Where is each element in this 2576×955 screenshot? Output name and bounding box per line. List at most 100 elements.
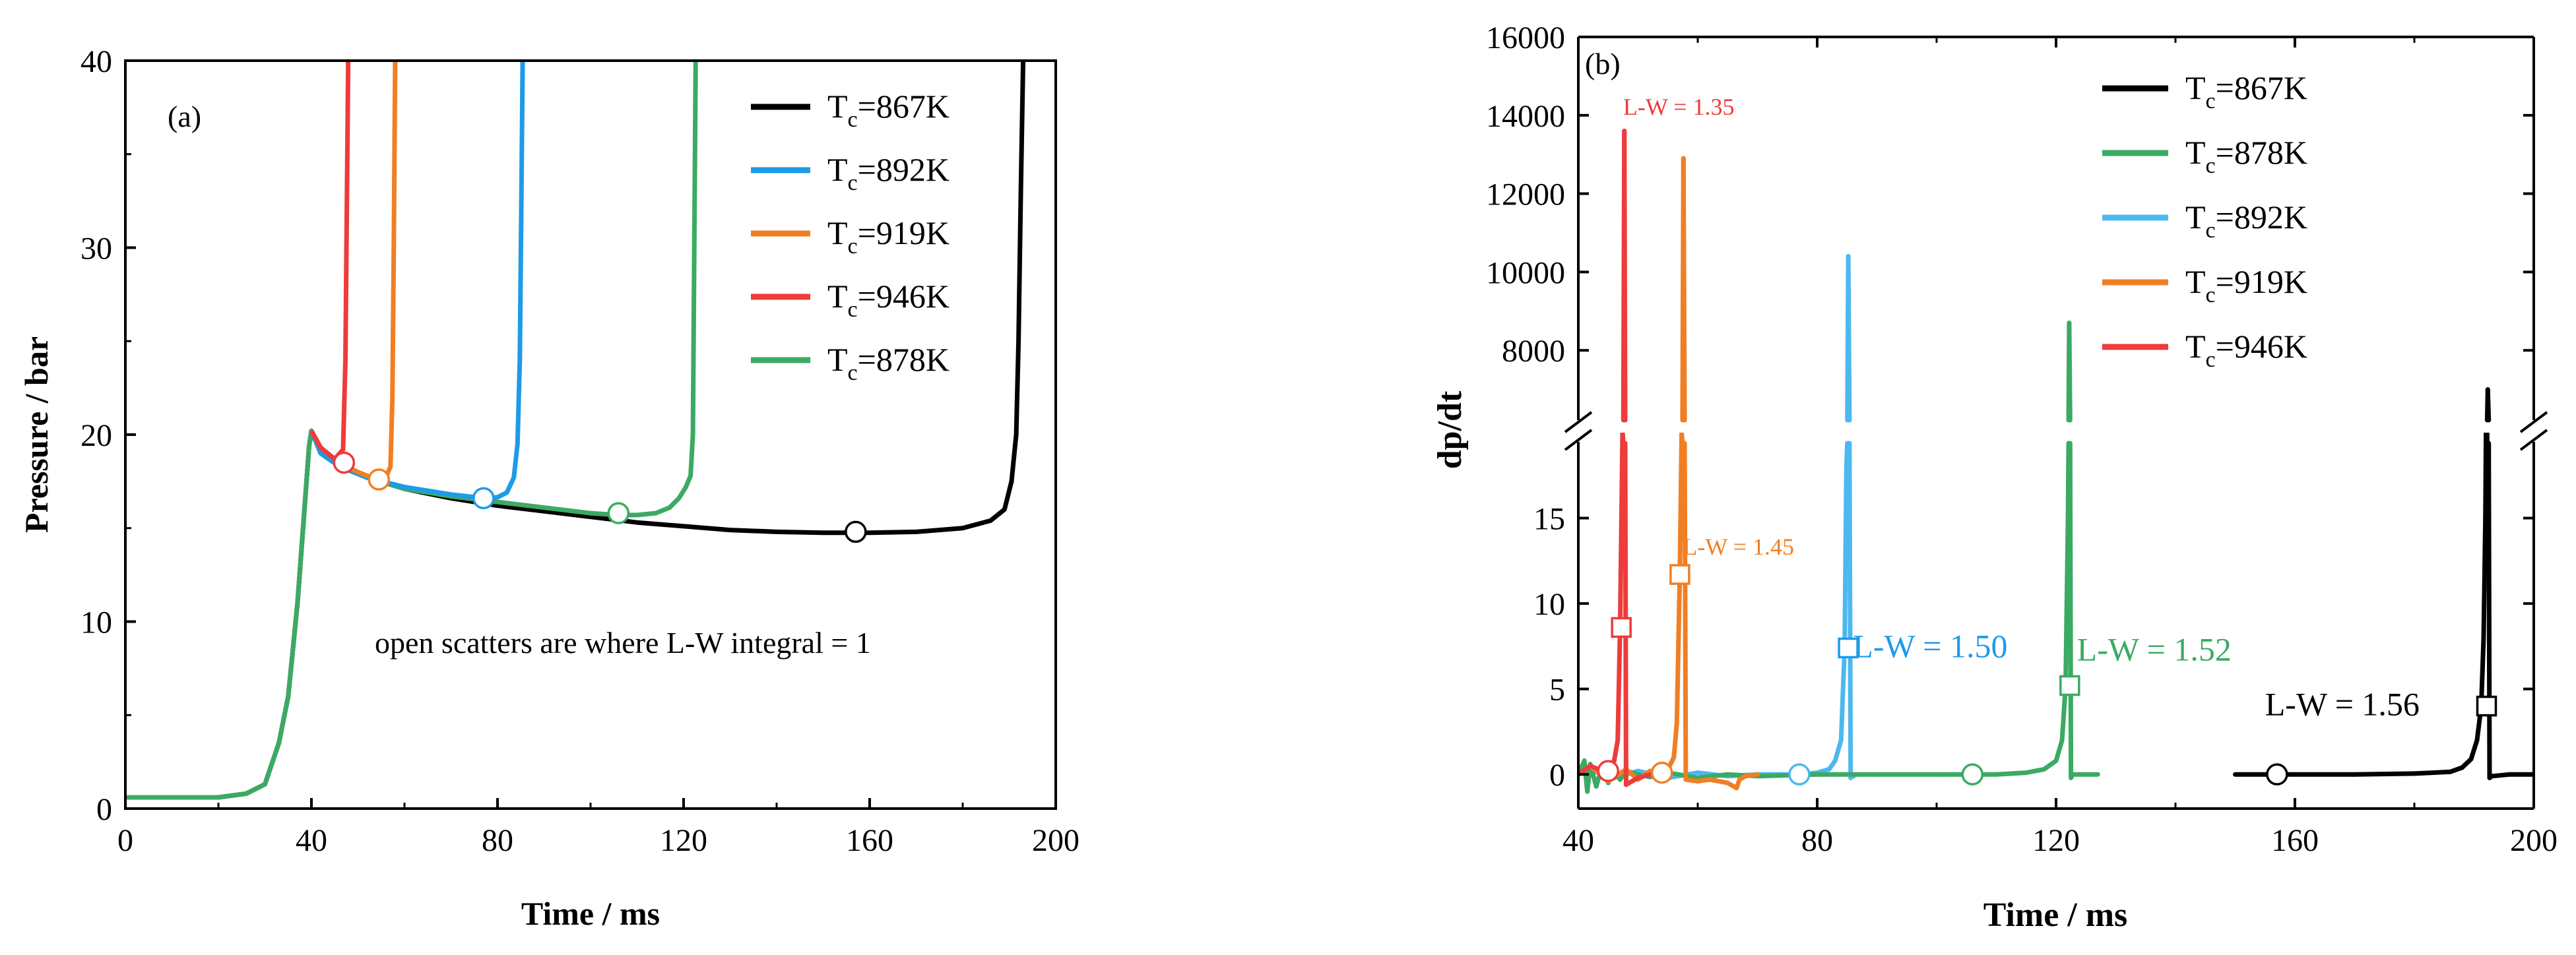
series-segment (1674, 572, 1683, 725)
series-line-tc-946k (1578, 129, 1653, 787)
lw-marker-1 (368, 468, 390, 491)
x-tick-label: 40 (296, 823, 327, 858)
series-line-tc-919k (1578, 156, 1760, 791)
y-tick-label: 40 (80, 44, 112, 79)
y-tick-label-upper: 12000 (1486, 177, 1565, 212)
series-segment (2024, 766, 2047, 776)
series-segment (1578, 763, 1593, 777)
legend-entry: Tc=919K (2185, 263, 2307, 307)
series-segment (1615, 625, 1623, 743)
legend-entry: Tc=892K (827, 151, 950, 195)
series-line-tc-919k (309, 61, 398, 482)
y-tick-label: 15 (1533, 502, 1565, 537)
series-segment (2042, 758, 2059, 772)
lw-marker-2 (472, 487, 495, 510)
series-segment (2490, 772, 2513, 779)
series-line-tc-946k (309, 61, 351, 462)
series-segment (2481, 516, 2488, 640)
y-tick-label: 30 (80, 231, 112, 266)
panel-b-label: (b) (1585, 47, 1621, 80)
y-tick-label: 10 (80, 605, 112, 640)
axis-break-right (2519, 411, 2548, 451)
y-tick-label-upper: 8000 (1502, 334, 1565, 369)
panel-b-xlabel: Time / ms (1983, 896, 2128, 934)
x-tick-label: 120 (2032, 823, 2080, 858)
legend-entry: Tc=892K (2185, 199, 2307, 243)
series-segment (2468, 737, 2480, 762)
series-segment (1846, 254, 1852, 423)
x-tick-label: 40 (1562, 823, 1594, 858)
lw-label: L-W = 1.52 (2077, 631, 2232, 668)
series-segment (1681, 156, 1687, 423)
x-tick-label: 200 (1032, 823, 1079, 858)
lw-marker-3 (607, 502, 630, 524)
series-segment (1636, 772, 1653, 780)
lw-circle-marker-2 (1788, 763, 1811, 786)
legend-entry: Tc=867K (2185, 69, 2307, 113)
lw-label: L-W = 1.56 (2265, 686, 2420, 723)
lw-circle-marker-1 (1650, 761, 1673, 784)
lw-square-marker-4 (2476, 695, 2497, 717)
x-tick-label: 80 (482, 823, 513, 858)
y-tick-label-upper: 14000 (1486, 99, 1565, 134)
y-tick-label: 0 (96, 792, 112, 827)
panel-b-markers (1597, 564, 2497, 786)
panel-a-markers (333, 451, 867, 543)
series-segment (1677, 433, 1685, 577)
series-segment (1842, 464, 1849, 650)
lw-circle-marker-0 (1597, 760, 1619, 782)
series-segment (2053, 737, 2065, 763)
panel-a-label: (a) (168, 100, 201, 133)
lw-circle-marker-4 (2266, 763, 2288, 786)
y-tick-label-upper: 16000 (1486, 20, 1565, 55)
legend-entry: Tc=878K (2185, 134, 2307, 178)
x-tick-label: 80 (1801, 823, 1833, 858)
series-segment (1847, 441, 1853, 780)
series-segment (2412, 769, 2453, 776)
series-segment (1623, 441, 1628, 787)
panel-b-ylabel: dp/dt (1431, 390, 1469, 469)
series-segment (1994, 770, 2029, 777)
series-segment (2063, 516, 2071, 688)
y-tick-label: 10 (1533, 587, 1565, 622)
lw-marker-4 (845, 520, 867, 543)
legend-entry: Tc=919K (827, 214, 950, 259)
x-tick-label: 160 (846, 823, 893, 858)
panel-a-legend: Tc=867K Tc=892K Tc=919K Tc=946K Tc=878K (751, 88, 950, 385)
series-segment (2067, 321, 2073, 423)
lw-label: L-W = 1.50 (1853, 627, 2007, 664)
panel-b-legend: Tc=867K Tc=878K Tc=892K Tc=919K Tc=946K (2102, 69, 2307, 372)
y-tick-label: 5 (1549, 673, 1565, 708)
x-tick-label: 120 (660, 823, 707, 858)
panel-a-xlabel: Time / ms (521, 895, 660, 932)
lw-circle-marker-3 (1961, 763, 1984, 786)
series-segment (1611, 737, 1621, 763)
lw-square-marker-2 (1838, 637, 1859, 659)
x-tick-label: 160 (2271, 823, 2319, 858)
panel-b: 40 80 120 160 200 0 5 10 15 8000 10000 12000 14000 16… (1431, 20, 2558, 934)
series-segment (1617, 433, 1625, 630)
series-segment (1707, 777, 1730, 786)
panel-a-annotation: open scatters are where L-W integral = 1 (375, 626, 871, 660)
lw-label: L-W = 1.35 (1623, 94, 1735, 120)
legend-entry: Tc=878K (827, 341, 950, 385)
panel-a-ylabel: Pressure / bar (18, 336, 55, 533)
legend-entry: Tc=946K (2185, 328, 2307, 372)
y-tick-label: 20 (80, 418, 112, 453)
series-segment (2486, 441, 2492, 780)
series-segment (1695, 772, 1730, 780)
panel-b-lw-labels: L-W = 1.35 L-W = 1.45 L-W = 1.50 L-W = 1.52… (1623, 94, 2420, 723)
series-line-tc-878k (1578, 321, 2100, 794)
panel-a-ticks: 0 40 80 120 160 200 0 10 20 30 40 (80, 44, 1079, 858)
panel-b-ticks: 40 80 120 160 200 0 5 10 15 8000 10000 12000 14000 16… (1486, 20, 2558, 858)
lw-square-marker-0 (1611, 617, 1632, 638)
series-segment (1838, 646, 1848, 743)
series-segment (1832, 737, 1844, 763)
lw-label: L-W = 1.45 (1683, 534, 1794, 560)
series-segment (1682, 441, 1689, 782)
series-line-tc-878k (125, 61, 698, 800)
legend-entry: Tc=867K (827, 88, 950, 132)
x-tick-label: 200 (2510, 823, 2558, 858)
series-segment (2067, 441, 2074, 780)
